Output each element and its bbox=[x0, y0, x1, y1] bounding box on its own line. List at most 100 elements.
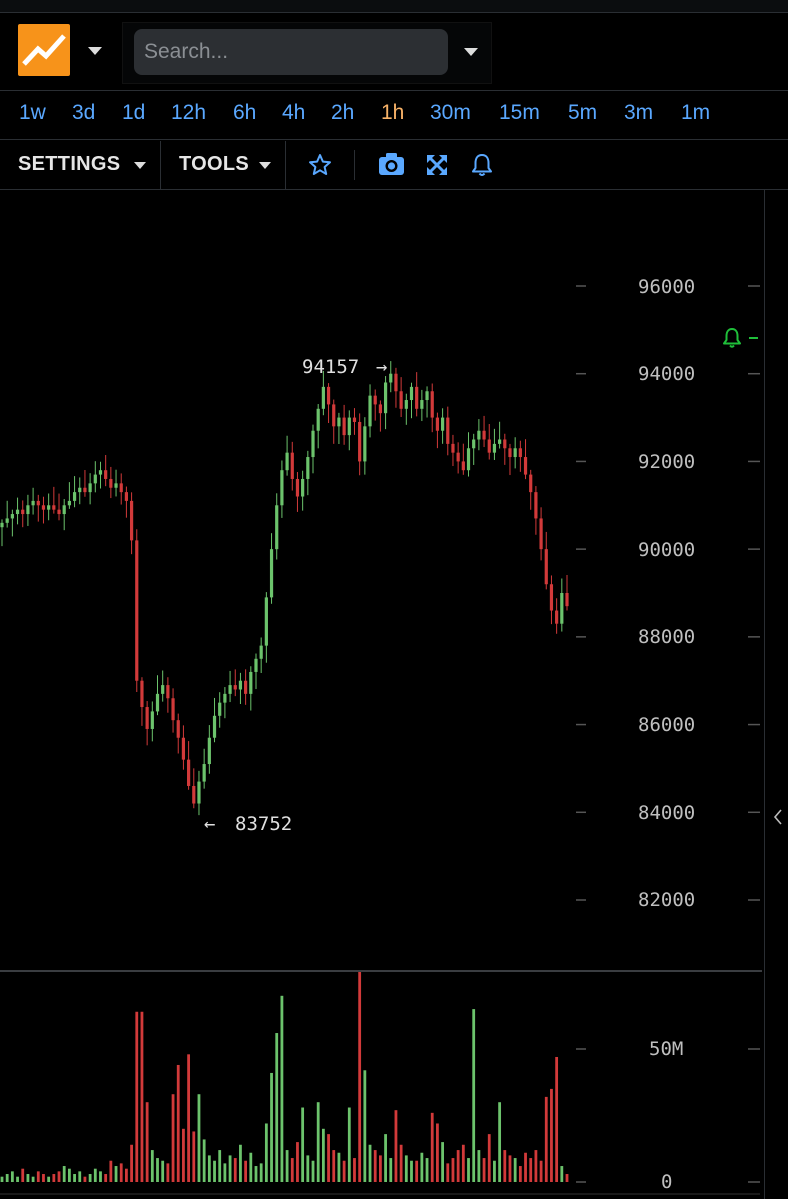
candle-body bbox=[420, 400, 424, 409]
volume-bar bbox=[425, 1158, 429, 1182]
candle-body bbox=[544, 549, 548, 585]
volume-bar bbox=[529, 1158, 533, 1182]
volume-bar bbox=[125, 1168, 128, 1182]
volume-bar bbox=[166, 1163, 170, 1182]
candle-body bbox=[244, 680, 248, 694]
volume-bar bbox=[493, 1160, 496, 1182]
settings-button[interactable]: SETTINGS bbox=[18, 153, 121, 175]
volume-bar bbox=[270, 1072, 273, 1182]
candle-body bbox=[161, 685, 165, 694]
high-arrow-icon: → bbox=[376, 356, 388, 378]
volume-bar bbox=[187, 1054, 191, 1182]
volume-bar bbox=[347, 1107, 351, 1182]
chart-logo-icon[interactable] bbox=[18, 24, 70, 76]
timeframe-30m[interactable]: 30m bbox=[430, 101, 471, 124]
volume-bar bbox=[415, 1160, 419, 1182]
timeframe-6h[interactable]: 6h bbox=[233, 101, 257, 124]
camera-icon[interactable] bbox=[378, 152, 405, 176]
volume-bar bbox=[0, 1176, 4, 1182]
alert-bell-icon[interactable] bbox=[720, 326, 760, 350]
volume-bar bbox=[550, 1088, 553, 1182]
volume-bar bbox=[130, 1144, 133, 1182]
timeframe-1w[interactable]: 1w bbox=[19, 101, 46, 124]
fullscreen-icon[interactable] bbox=[426, 154, 448, 176]
candle-body bbox=[135, 540, 139, 681]
star-icon[interactable] bbox=[308, 153, 332, 177]
timeframe-2h[interactable]: 2h bbox=[331, 101, 355, 124]
volume-bar bbox=[482, 1158, 486, 1182]
volume-bar bbox=[99, 1171, 102, 1182]
candle-body bbox=[295, 478, 300, 497]
candle-body bbox=[83, 487, 87, 493]
search-input[interactable] bbox=[134, 29, 448, 75]
chevron-left-icon[interactable] bbox=[772, 808, 784, 826]
candle-body bbox=[104, 470, 108, 479]
candle-body bbox=[430, 391, 434, 418]
candle-body bbox=[212, 715, 217, 738]
volume-chart[interactable] bbox=[0, 970, 760, 1199]
volume-bar bbox=[358, 970, 362, 1182]
timeframe-1m[interactable]: 1m bbox=[681, 101, 711, 124]
volume-bar bbox=[31, 1176, 35, 1182]
price-chart[interactable] bbox=[0, 190, 760, 970]
volume-bar bbox=[384, 1134, 387, 1182]
logo-dropdown-icon[interactable] bbox=[88, 47, 102, 55]
volume-bar bbox=[534, 1150, 538, 1182]
volume-bar bbox=[259, 1163, 263, 1182]
candle-body bbox=[0, 522, 4, 528]
candle-body bbox=[88, 483, 92, 493]
candle-body bbox=[378, 404, 382, 414]
candle-body bbox=[10, 514, 14, 519]
candle-body bbox=[275, 505, 279, 550]
candle-body bbox=[264, 597, 268, 646]
candle-body bbox=[352, 417, 357, 422]
volume-bar bbox=[456, 1150, 460, 1182]
candle-body bbox=[363, 426, 367, 462]
volume-axis-label: 50M bbox=[649, 1038, 684, 1060]
timeframe-3m[interactable]: 3m bbox=[624, 101, 654, 124]
volume-bar bbox=[83, 1176, 87, 1182]
candle-body bbox=[492, 443, 497, 453]
tools-button[interactable]: TOOLS bbox=[179, 153, 250, 175]
candle-body bbox=[337, 417, 341, 427]
volume-bar bbox=[477, 1150, 481, 1182]
timeframe-15m[interactable]: 15m bbox=[499, 101, 540, 124]
candle-body bbox=[513, 448, 517, 458]
bell-icon[interactable] bbox=[470, 152, 494, 178]
timeframe-5m[interactable]: 5m bbox=[568, 101, 598, 124]
candle-body bbox=[301, 478, 305, 497]
candle-body bbox=[21, 509, 25, 515]
candle-body bbox=[456, 452, 460, 462]
candle-body bbox=[425, 391, 429, 401]
timeframe-1h[interactable]: 1h bbox=[381, 101, 405, 124]
candle-body bbox=[124, 492, 129, 501]
candle-body bbox=[529, 474, 533, 493]
volume-bar bbox=[373, 1150, 377, 1182]
volume-bar bbox=[21, 1168, 25, 1182]
volume-bar bbox=[182, 1128, 185, 1182]
timeframe-12h[interactable]: 12h bbox=[171, 101, 207, 124]
timeframe-3d[interactable]: 3d bbox=[72, 101, 96, 124]
pane-divider[interactable] bbox=[0, 970, 762, 972]
volume-bar bbox=[109, 1160, 113, 1182]
candle-body bbox=[259, 645, 263, 659]
volume-bar bbox=[296, 1142, 299, 1182]
volume-bar bbox=[399, 1144, 403, 1182]
volume-bar bbox=[461, 1144, 465, 1182]
candle-body bbox=[280, 470, 284, 506]
candle-body bbox=[155, 693, 160, 712]
candle-body bbox=[140, 680, 144, 708]
volume-bar bbox=[135, 1011, 139, 1182]
price-axis-label: 96000 bbox=[638, 276, 696, 298]
candle-body bbox=[368, 395, 372, 427]
timeframe-4h[interactable]: 4h bbox=[282, 101, 306, 124]
candle-body bbox=[218, 702, 222, 716]
search-dropdown-icon[interactable] bbox=[464, 48, 478, 56]
timeframe-1d[interactable]: 1d bbox=[122, 101, 146, 124]
chart-area[interactable] bbox=[0, 190, 788, 1199]
volume-bar bbox=[518, 1166, 522, 1182]
volume-bar bbox=[560, 1166, 564, 1182]
volume-bar bbox=[280, 995, 284, 1182]
volume-bar bbox=[57, 1171, 61, 1182]
volume-bar bbox=[337, 1152, 341, 1182]
